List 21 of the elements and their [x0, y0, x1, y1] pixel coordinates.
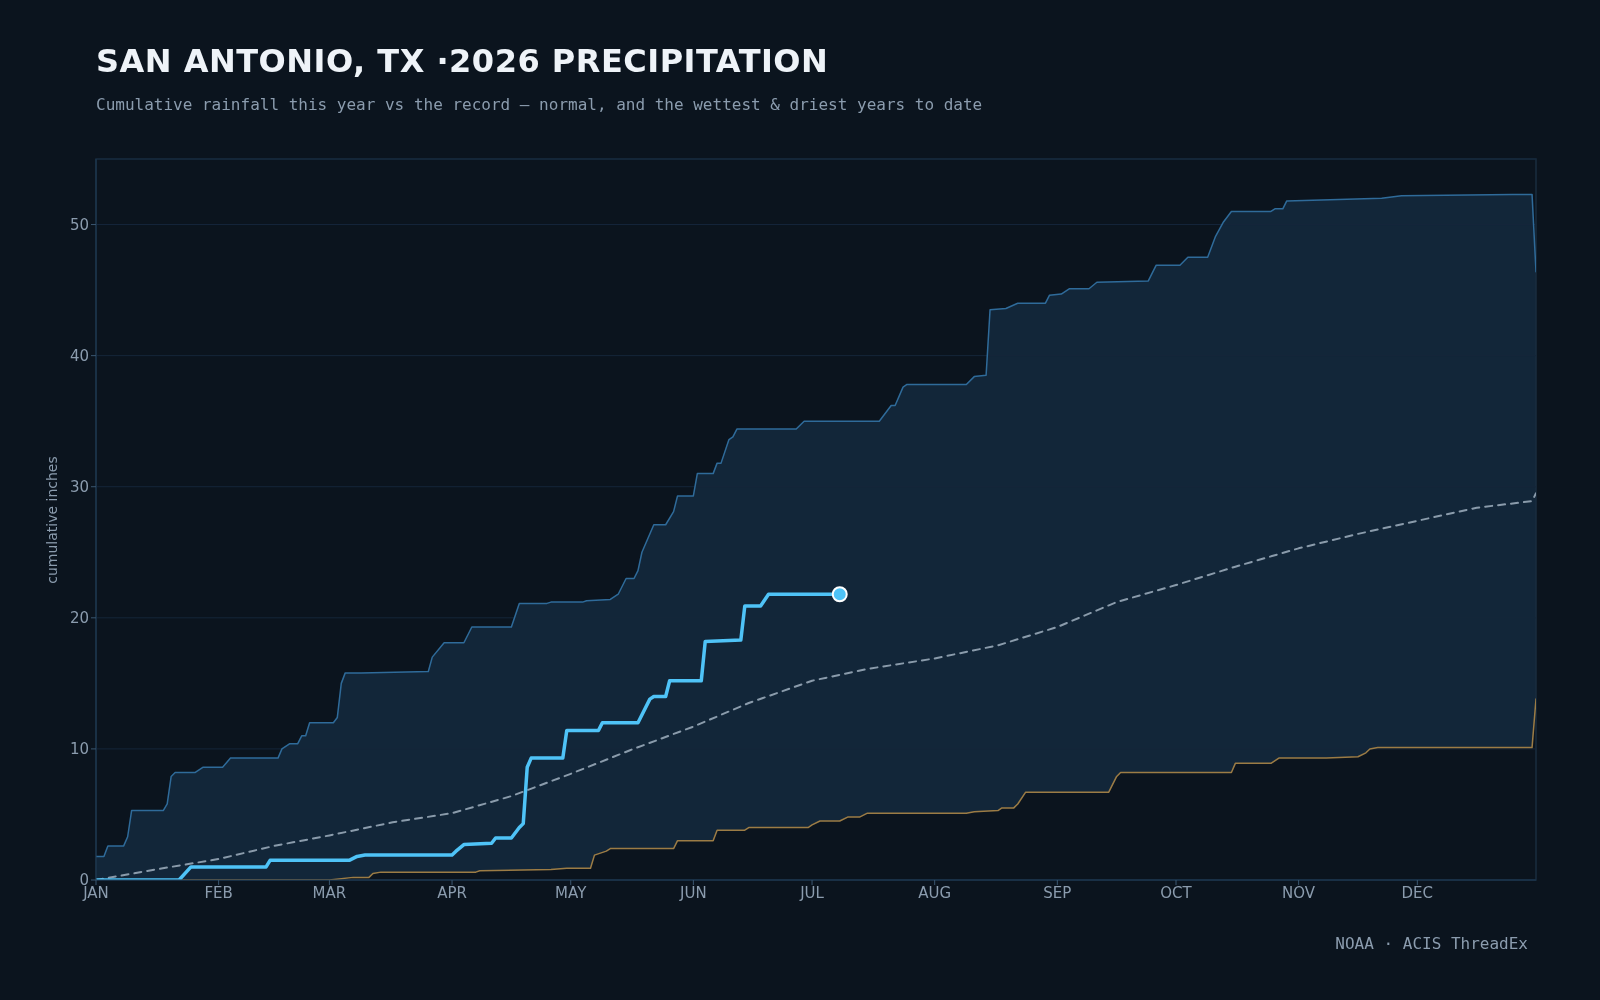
x-tick-label: JUN — [679, 883, 707, 902]
y-tick-label: 20 — [69, 609, 89, 628]
x-tick-label: FEB — [204, 883, 233, 902]
x-tick-label: MAY — [555, 883, 588, 902]
x-tick-label: AUG — [918, 883, 952, 902]
x-tick-label: APR — [437, 883, 467, 902]
x-tick-label: SEP — [1043, 883, 1072, 902]
chart-title: SAN ANTONIO, TX ·2026 PRECIPITATION — [96, 42, 829, 80]
y-axis-title: cumulative inches — [44, 455, 60, 584]
chart-subtitle: Cumulative rainfall this year vs the record — normal, and the wettest & driest years to date — [96, 95, 983, 114]
x-tick-label: DEC — [1401, 883, 1434, 902]
y-tick-label: 10 — [69, 740, 89, 759]
x-tick-label: NOV — [1282, 883, 1316, 902]
x-tick-label: OCT — [1160, 883, 1193, 902]
x-tick-label: JUL — [799, 883, 825, 902]
x-tick-label: MAR — [312, 883, 347, 902]
y-tick-label: 50 — [69, 215, 89, 234]
text: NOAA · ACIS ThreadEx — [1335, 934, 1528, 953]
y-tick-label: 0 — [79, 871, 89, 890]
y-tick-label: 40 — [69, 346, 89, 365]
y-tick-label: 30 — [69, 478, 89, 497]
